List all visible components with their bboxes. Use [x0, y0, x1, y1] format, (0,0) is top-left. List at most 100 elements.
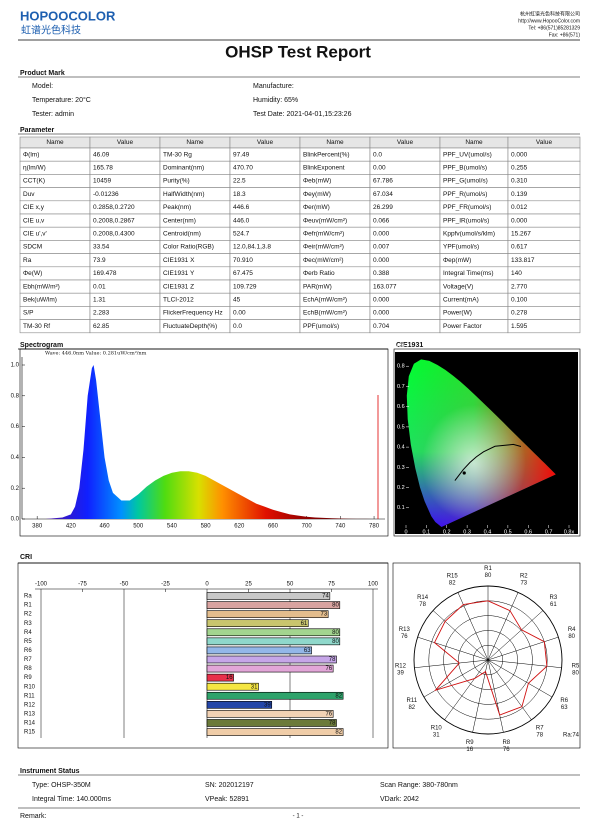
- table-value: 15.267: [511, 231, 531, 238]
- y-tick-label: 0.2: [397, 485, 405, 491]
- table-header: Value: [536, 139, 553, 146]
- category-label: R7: [24, 657, 32, 663]
- table-name: PPF_FR(umol/s): [443, 204, 491, 211]
- axis-label: R6: [560, 698, 568, 704]
- table-name: CIE1931 Z: [163, 283, 194, 290]
- value-label: 80: [572, 670, 579, 676]
- table-name: HalfWidth(nm): [163, 191, 205, 198]
- table-name: Φey(mW): [303, 191, 331, 198]
- table-name: PPF_IR(umol/s): [443, 217, 489, 224]
- page-number: - 1 -: [293, 814, 304, 820]
- table-value: 0.617: [511, 244, 528, 251]
- table-value: 0.0: [233, 323, 242, 330]
- category-label: R13: [24, 711, 36, 717]
- x-tick-label: 420: [66, 524, 77, 530]
- logo-subtitle: 虹谱光色科技: [21, 24, 81, 37]
- gamut-shape: [406, 359, 556, 527]
- table-value: 0.000: [373, 257, 390, 264]
- x-tick-label: 25: [245, 582, 252, 588]
- table-header: Name: [465, 139, 483, 146]
- table-name: Ra: [23, 257, 32, 264]
- table-value: 33.54: [93, 244, 110, 251]
- table-header: Name: [186, 139, 204, 146]
- y-tick-label: 0.2: [11, 486, 20, 492]
- table-value: 0.000: [511, 217, 528, 224]
- x-tick-label: 0.3: [463, 529, 471, 535]
- value-label: 82: [335, 730, 342, 736]
- table-value: 0.704: [373, 323, 390, 330]
- table-name: PAR(mW): [303, 283, 332, 290]
- table-name: Dominant(nm): [163, 165, 204, 172]
- table-name: Ebh(mW/m²): [23, 283, 60, 290]
- axis-label: R14: [417, 595, 429, 601]
- category-label: R8: [24, 666, 32, 672]
- spectrum-area: [37, 365, 375, 519]
- category-label: R15: [24, 730, 36, 736]
- category-label: R14: [24, 721, 36, 727]
- chart-frame: [392, 562, 581, 749]
- table-name: CIE1931 X: [163, 257, 195, 264]
- value-label: 31: [433, 732, 440, 738]
- instrument-field: VDark: 2042: [380, 796, 419, 803]
- table-value: 0.000: [373, 297, 390, 304]
- table-value: 45: [233, 297, 241, 304]
- bar: [206, 628, 341, 637]
- chromaticity-point: [462, 471, 466, 475]
- table-value: 62.85: [93, 323, 110, 330]
- y-tick-label: 0.4: [11, 455, 20, 461]
- axis-label: R9: [466, 740, 474, 746]
- product-field: Test Date: 2021-04-01,15:23:26: [253, 111, 352, 118]
- table-name: Color Ratio(RGB): [163, 244, 214, 251]
- table-value: 0.012: [511, 204, 528, 211]
- product-field: Manufacture:: [253, 83, 294, 90]
- axis-label: R10: [431, 725, 443, 731]
- table-cell: [507, 319, 581, 334]
- table-value: 26.299: [373, 204, 393, 211]
- table-value: 0.278: [511, 310, 528, 317]
- x-tick-label: 0: [205, 582, 209, 588]
- category-label: R1: [24, 603, 32, 609]
- category-label: R5: [24, 639, 32, 645]
- chart-title: Spectrogram: [20, 342, 63, 349]
- x-tick-label: 620: [234, 524, 245, 530]
- table-name: Current(mA): [443, 297, 479, 304]
- x-tick-label: 460: [100, 524, 111, 530]
- value-label: 63: [304, 648, 311, 654]
- table-value: 140: [511, 270, 522, 277]
- value-label: 39: [397, 670, 404, 676]
- table-header: Value: [257, 139, 274, 146]
- table-name: Duv: [23, 191, 35, 198]
- category-label: R6: [24, 648, 32, 654]
- table-name: Bek(uW/lm): [23, 297, 57, 304]
- x-tick-label: 0.1: [423, 529, 431, 535]
- company-info: Fax: +86(571): [549, 32, 581, 38]
- y-tick-label: 0.3: [397, 465, 405, 471]
- category-label: R12: [24, 702, 36, 708]
- table-name: PPF_R(umol/s): [443, 191, 487, 198]
- table-name: CIE u,v: [23, 217, 45, 224]
- table-name: Φer(mW): [303, 204, 330, 211]
- company-info: Tel: +86(571)85281329: [528, 25, 580, 31]
- x-tick-label: -100: [35, 582, 48, 588]
- y-tick-label: 0.1: [397, 505, 405, 511]
- x-tick-label: -50: [120, 582, 129, 588]
- x-tick-label: 0.8x: [564, 529, 575, 535]
- table-name: Φ(lm): [23, 151, 39, 158]
- table-name: Center(nm): [163, 217, 196, 224]
- table-name: Φerb Ratio: [303, 270, 335, 277]
- spoke: [487, 610, 544, 661]
- table-value: 0.310: [511, 178, 528, 185]
- table-name: η(lm/W): [23, 165, 46, 172]
- category-label: R10: [24, 684, 36, 690]
- y-tick-label: 0.9: [397, 343, 405, 349]
- table-value: 0.2008,0.4300: [93, 231, 135, 238]
- x-tick-label: 50: [287, 582, 294, 588]
- company-info: http://www.HopooColor.com: [518, 18, 580, 24]
- axis-label: R4: [568, 627, 576, 633]
- value-label: 82: [335, 693, 342, 699]
- instrument-field: Integral Time: 140.000ms: [32, 796, 111, 803]
- y-tick-label: 0.8: [397, 364, 405, 370]
- value-label: 78: [329, 721, 336, 727]
- table-value: 109.729: [233, 283, 257, 290]
- table-value: 1.595: [511, 323, 528, 330]
